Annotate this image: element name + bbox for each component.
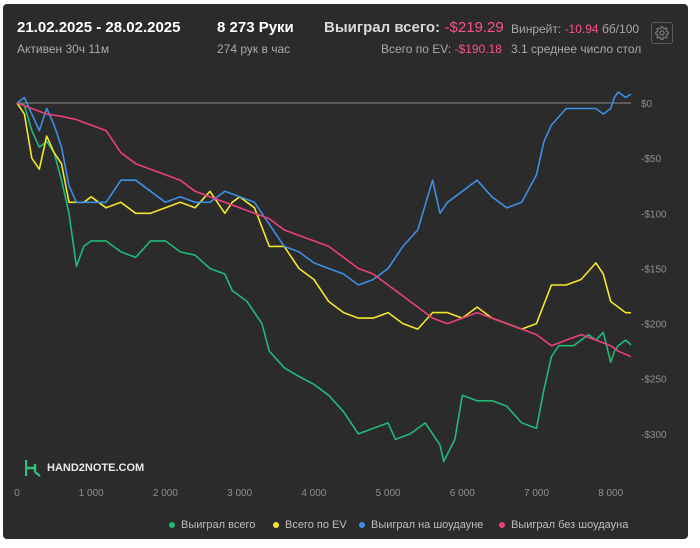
y-tick-label: -$250 bbox=[641, 375, 667, 386]
won-total-value: -$219.29 bbox=[444, 19, 504, 36]
winrate-unit: бб/100 bbox=[601, 22, 640, 36]
hand2note-watermark: HAND2NOTE.COM bbox=[25, 459, 144, 477]
x-tick-label: 8 000 bbox=[598, 488, 623, 499]
date-range: 21.02.2025 - 28.02.2025 bbox=[17, 19, 181, 36]
y-tick-label: -$100 bbox=[641, 209, 667, 220]
legend-label-non-showdown: Выиграл без шоудауна bbox=[511, 519, 629, 531]
series-line-won bbox=[16, 102, 632, 463]
hand2note-logo-icon bbox=[25, 460, 41, 477]
x-tick-label: 0 bbox=[14, 488, 20, 499]
legend-dot-icon bbox=[499, 522, 505, 528]
legend-item-won[interactable]: Выиграл всего bbox=[169, 517, 255, 533]
avg-tables: 3.1 среднее число столов bbox=[511, 42, 641, 56]
graph-panel: 21.02.2025 - 28.02.2025 Активен 30ч 11м … bbox=[3, 4, 688, 539]
legend-item-ev[interactable]: Всего по EV bbox=[273, 517, 347, 533]
x-tick-label: 6 000 bbox=[450, 488, 475, 499]
x-tick-label: 3 000 bbox=[227, 488, 252, 499]
gear-icon bbox=[655, 26, 669, 40]
series-line-showdown bbox=[16, 91, 632, 286]
won-total-label: Выиграл всего: bbox=[324, 19, 441, 36]
x-tick-label: 5 000 bbox=[376, 488, 401, 499]
legend-label-ev: Всего по EV bbox=[285, 519, 347, 531]
x-tick-label: 2 000 bbox=[153, 488, 178, 499]
legend-label-showdown: Выиграл на шоудауне bbox=[371, 519, 484, 531]
settings-button[interactable] bbox=[651, 22, 673, 44]
active-time: Активен 30ч 11м bbox=[17, 42, 110, 56]
series-line-non-showdown bbox=[16, 102, 632, 358]
x-tick-label: 7 000 bbox=[524, 488, 549, 499]
y-tick-label: -$300 bbox=[641, 430, 667, 441]
series-line-ev bbox=[16, 102, 632, 330]
y-tick-label: -$150 bbox=[641, 264, 667, 275]
ev-total: Всего по EV: -$190.18 bbox=[381, 42, 502, 56]
legend-item-non-showdown[interactable]: Выиграл без шоудауна bbox=[499, 517, 628, 533]
ev-value: -$190.18 bbox=[454, 42, 502, 56]
x-tick-label: 1 000 bbox=[79, 488, 104, 499]
legend-item-showdown[interactable]: Выиграл на шоудауне bbox=[359, 517, 483, 533]
y-tick-label: -$50 bbox=[641, 154, 661, 165]
won-total: Выиграл всего: -$219.29 bbox=[324, 19, 504, 37]
y-tick-label: -$200 bbox=[641, 320, 667, 331]
winrate: Винрейт: -10.94 бб/100 bbox=[511, 22, 641, 36]
watermark-text: HAND2NOTE.COM bbox=[47, 462, 145, 474]
y-tick-label: $0 bbox=[641, 99, 653, 110]
winrate-label: Винрейт: bbox=[511, 22, 562, 36]
legend-label-won: Выиграл всего bbox=[181, 519, 256, 531]
legend-dot-icon bbox=[359, 522, 365, 528]
legend-dot-icon bbox=[273, 522, 279, 528]
chart-area: 0 1 000 2 000 3 000 4 000 5 000 6 000 7 000 8 00… bbox=[14, 91, 667, 499]
hands-count: 8 273 Руки bbox=[217, 19, 294, 36]
ev-label: Всего по EV: bbox=[381, 42, 452, 56]
hands-per-hour: 274 рук в час bbox=[217, 42, 291, 56]
x-tick-label: 4 000 bbox=[301, 488, 326, 499]
winrate-value: -10.94 bbox=[564, 22, 599, 36]
legend-dot-icon bbox=[169, 522, 175, 528]
